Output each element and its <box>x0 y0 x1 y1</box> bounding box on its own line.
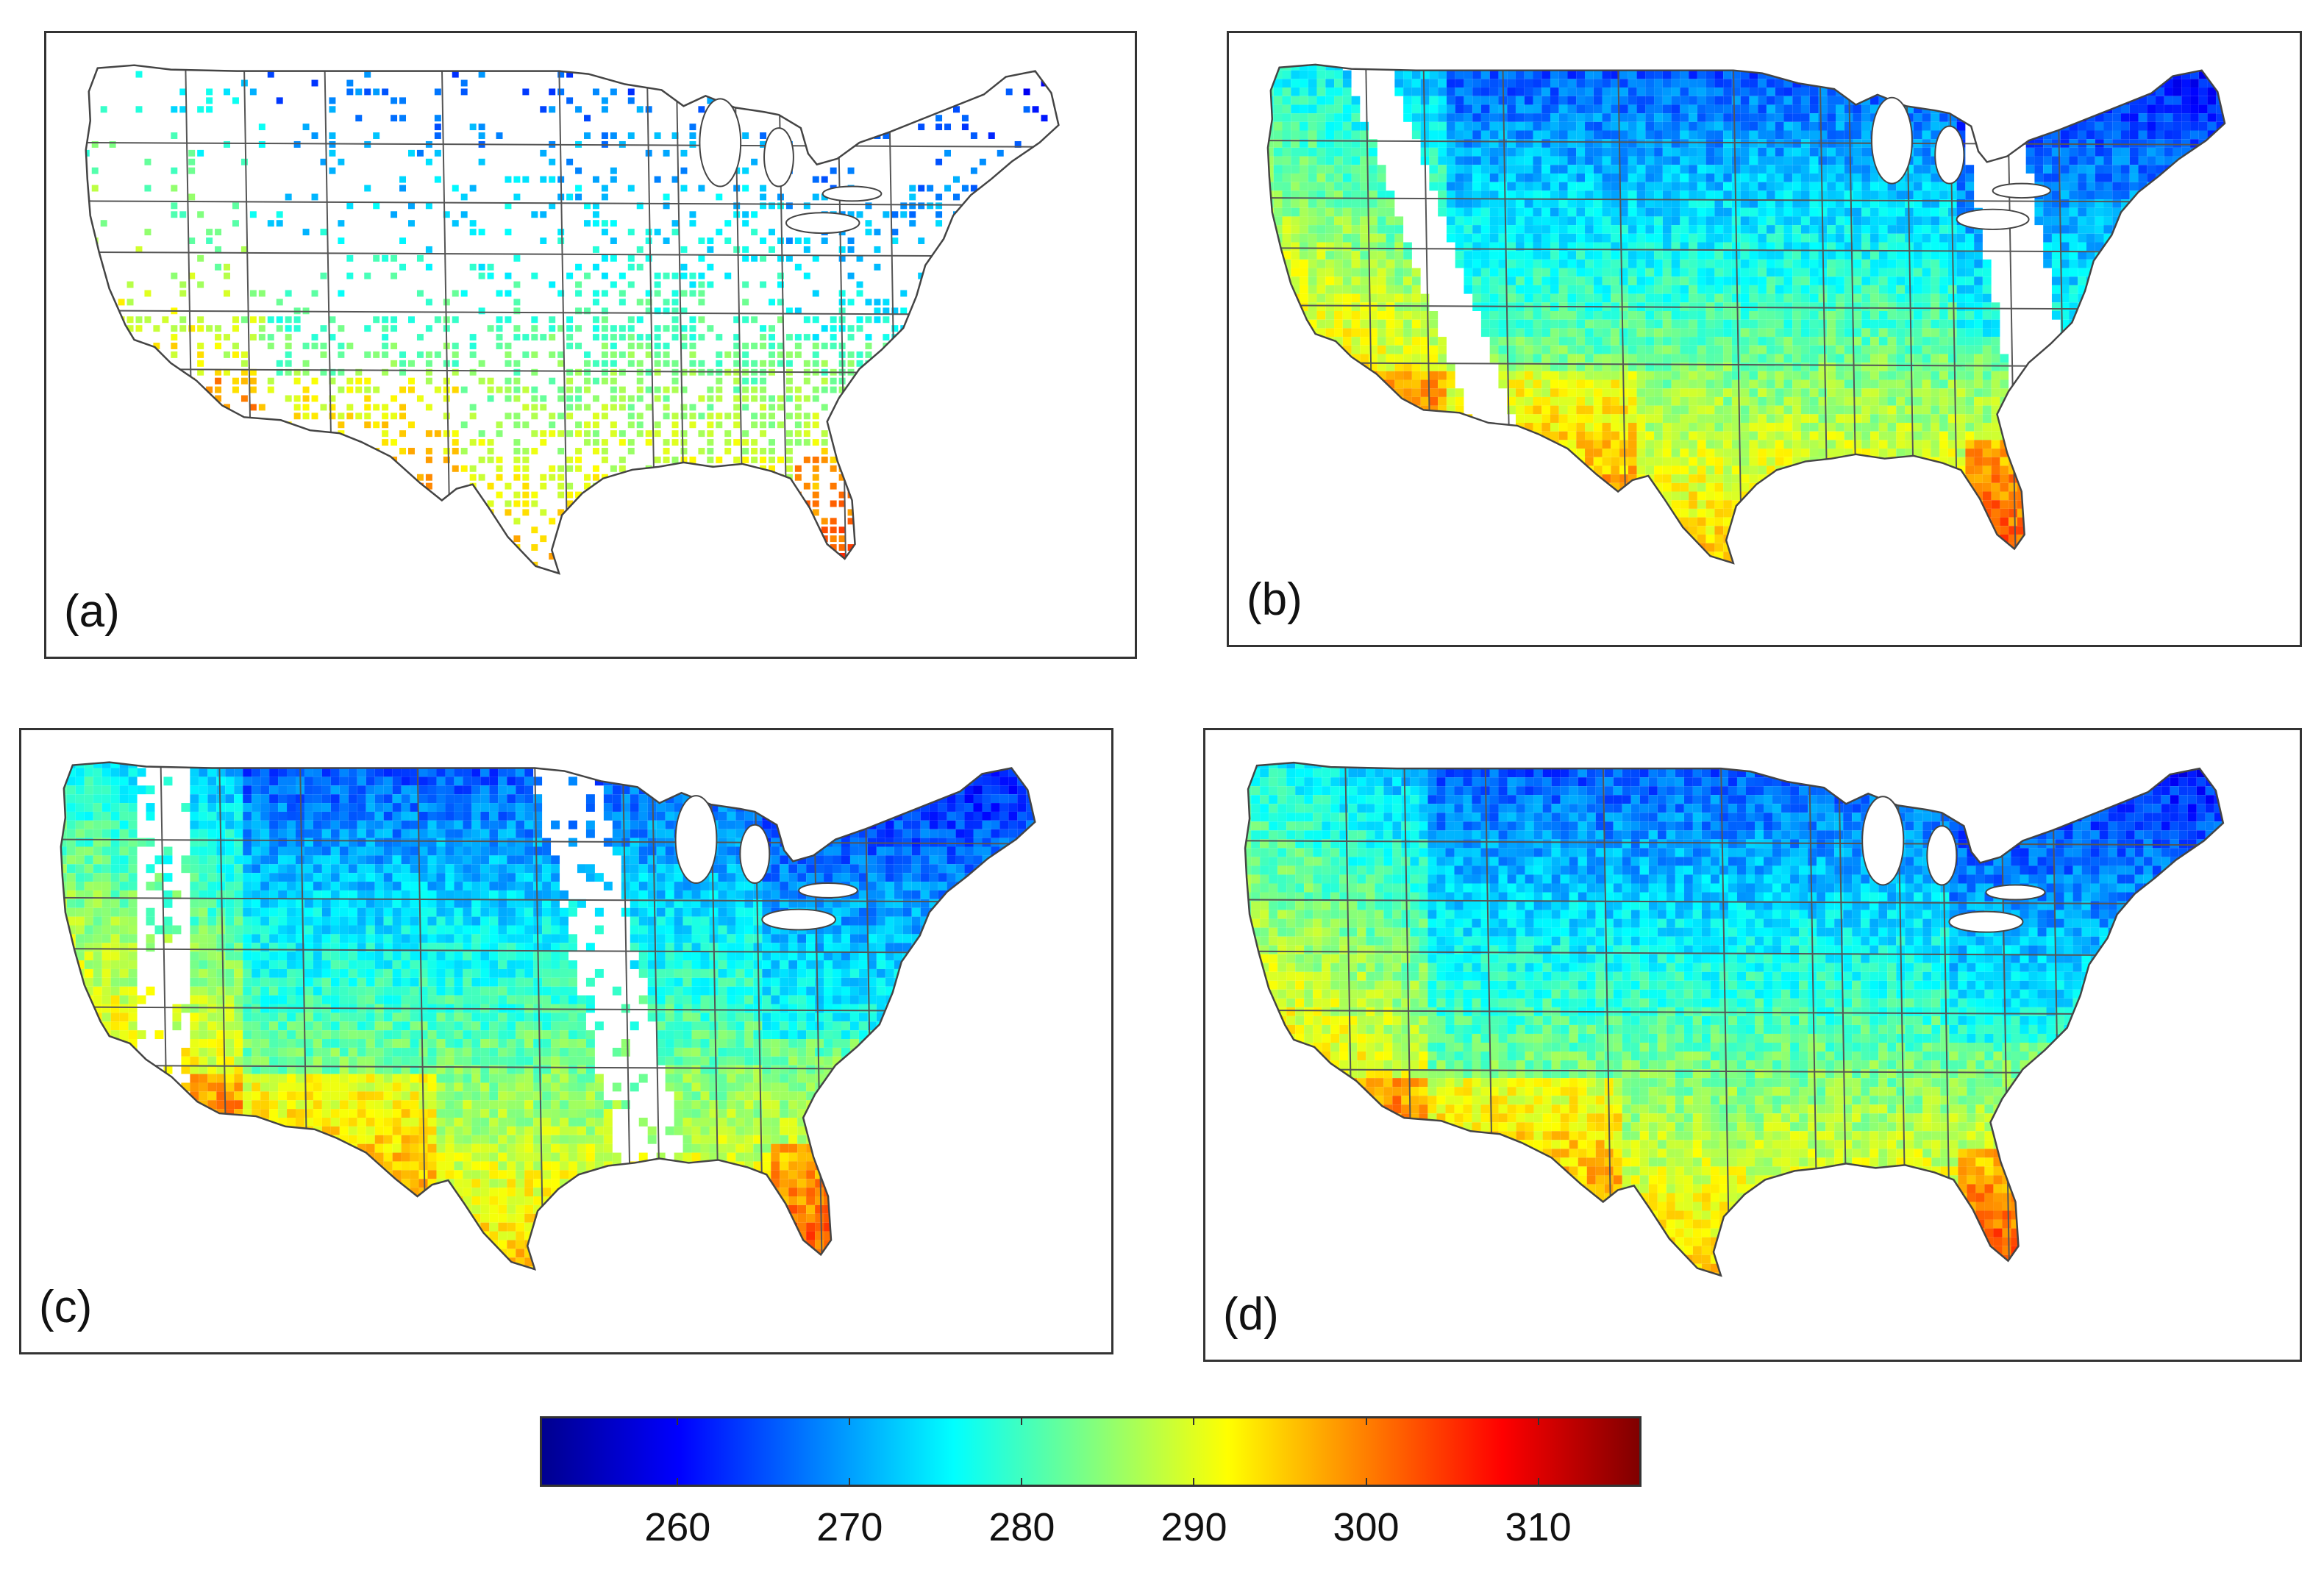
great-lake <box>785 212 860 235</box>
colorbar-tick-mark <box>1021 1478 1023 1487</box>
panel-d-label: (d) <box>1223 1288 1279 1340</box>
panel-d: (d) <box>1203 728 2302 1362</box>
state-boundaries <box>1267 64 2225 563</box>
panel-a-label: (a) <box>64 585 120 638</box>
colorbar-tick-label: 280 <box>988 1504 1055 1550</box>
colorbar-tick-mark <box>1365 1478 1367 1487</box>
great-lake <box>798 882 858 899</box>
great-lake <box>821 185 883 202</box>
panel-b-label: (b) <box>1247 574 1302 626</box>
colorbar-tick-mark <box>1537 1416 1539 1425</box>
colorbar-tick-mark <box>1193 1416 1195 1425</box>
us-outline <box>1266 63 2226 565</box>
map-c <box>60 761 1036 1271</box>
state-boundaries <box>85 65 1059 574</box>
great-lake <box>1985 884 2046 901</box>
great-lake <box>761 908 837 931</box>
map-d <box>1244 761 2225 1277</box>
us-outline <box>1244 761 2225 1277</box>
panel-a: (a) <box>44 31 1137 659</box>
map-b <box>1266 63 2226 565</box>
us-outline <box>85 64 1060 575</box>
colorbar-tick-mark <box>677 1478 679 1487</box>
colorbar-tick-mark <box>1537 1478 1539 1487</box>
colorbar-tick-label: 270 <box>816 1504 883 1550</box>
colorbar-tick-label: 310 <box>1505 1504 1572 1550</box>
colorbar-tick-mark <box>677 1416 679 1425</box>
great-lake <box>1948 910 2024 933</box>
colorbar-tick-mark <box>849 1416 851 1425</box>
colorbar-tick-label: 260 <box>644 1504 710 1550</box>
great-lake <box>1861 796 1905 886</box>
colorbar <box>540 1416 1642 1487</box>
great-lake <box>1871 96 1913 185</box>
us-outline <box>60 761 1036 1271</box>
colorbar-gradient <box>540 1416 1642 1487</box>
temperature-field <box>60 762 1036 1270</box>
colorbar-tick-label: 290 <box>1161 1504 1227 1550</box>
map-a <box>85 64 1060 575</box>
panel-c: (c) <box>19 728 1113 1354</box>
temperature-field <box>1245 763 2223 1276</box>
temperature-field <box>1267 64 2225 563</box>
great-lake <box>739 824 771 885</box>
great-lake <box>1934 125 1965 185</box>
panel-c-label: (c) <box>39 1281 92 1333</box>
great-lake <box>1956 208 2030 230</box>
colorbar-tick-mark <box>1365 1416 1367 1425</box>
great-lake <box>699 98 742 188</box>
colorbar-tick-mark <box>849 1478 851 1487</box>
panel-b: (b) <box>1227 31 2302 647</box>
colorbar-tick-label: 300 <box>1333 1504 1399 1550</box>
great-lake <box>763 127 794 188</box>
temperature-field <box>85 65 1057 574</box>
colorbar-tick-mark <box>1021 1416 1023 1425</box>
great-lake <box>674 795 718 885</box>
colorbar-tick-mark <box>1193 1478 1195 1487</box>
great-lake <box>1992 182 2051 199</box>
great-lake <box>1926 825 1958 886</box>
